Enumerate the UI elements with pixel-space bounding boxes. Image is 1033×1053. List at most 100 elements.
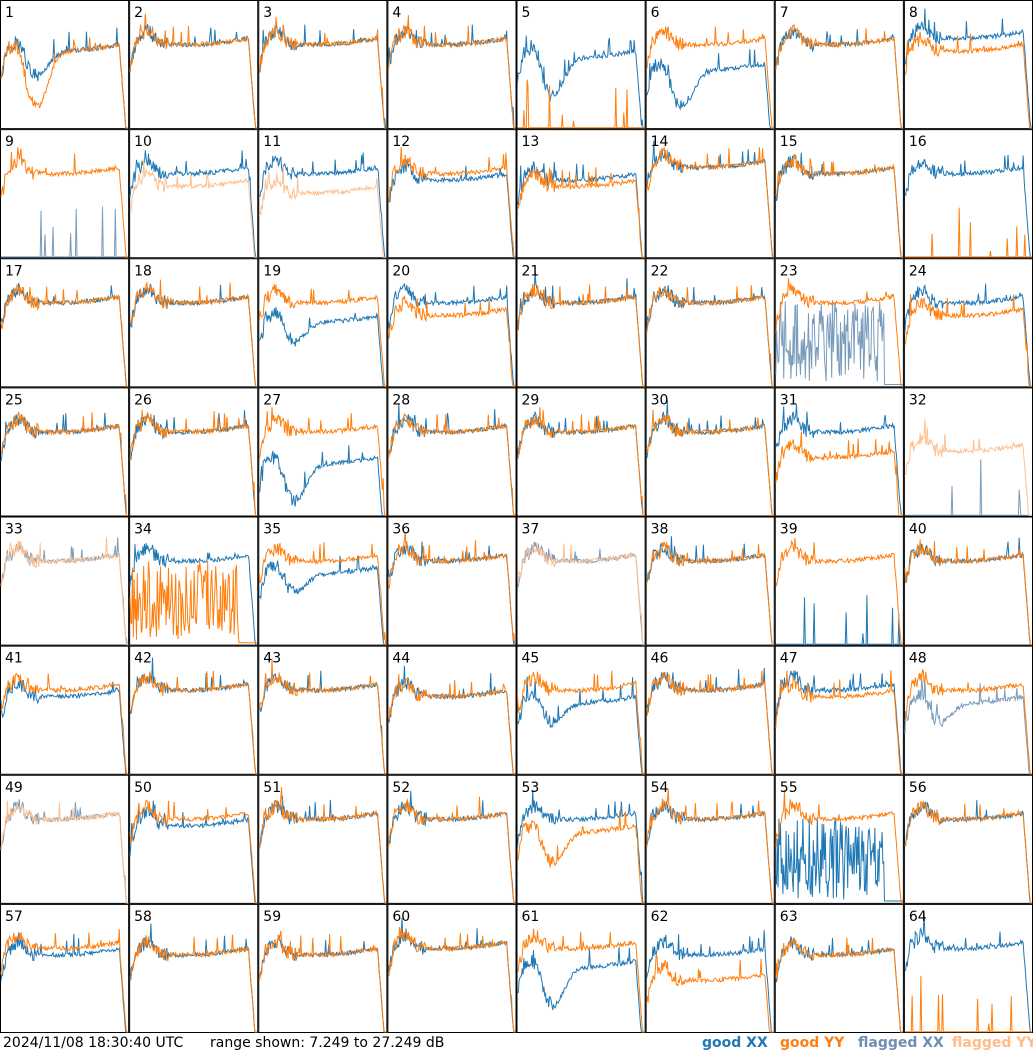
panel-33-xx-line	[0, 537, 129, 646]
panel-16-xx-line	[904, 154, 1032, 258]
panel-frame	[129, 129, 259, 259]
panel-label: 43	[263, 651, 281, 667]
panel-label: 62	[651, 909, 669, 925]
panel-8-yy-line	[904, 31, 1032, 129]
panel-frame	[0, 387, 130, 517]
panel-34-yy-line	[129, 561, 258, 644]
panel-54-yy-line	[646, 788, 774, 904]
panel-label: 22	[651, 263, 669, 279]
panel-frame	[516, 903, 646, 1033]
panel-21: 21	[516, 258, 646, 388]
panel-label: 30	[651, 392, 669, 408]
panel-14: 14	[645, 129, 775, 259]
panel-29-yy-line	[517, 407, 645, 516]
panel-48-yy-line	[904, 668, 1032, 775]
panel-21-yy-line	[517, 283, 645, 387]
panel-36: 36	[387, 516, 517, 646]
panel-frame	[516, 645, 646, 775]
panel-label: 26	[134, 392, 152, 408]
panel-16: 16	[903, 129, 1033, 259]
panel-1-xx-line	[0, 27, 129, 129]
panel-57-xx-line	[0, 932, 129, 1033]
panel-frame	[774, 258, 904, 388]
panel-label: 21	[522, 263, 540, 279]
panel-41: 41	[0, 645, 130, 775]
panel-27: 27	[258, 387, 388, 517]
panel-50-xx-line	[129, 800, 258, 904]
panel-label: 16	[909, 134, 927, 150]
panel-62-yy-line	[646, 953, 774, 1033]
panel-frame	[645, 129, 775, 259]
panel-46: 46	[645, 645, 775, 775]
panel-12: 12	[387, 129, 517, 259]
panel-frame	[645, 0, 775, 130]
panel-61: 61	[516, 903, 646, 1033]
panel-37: 37	[516, 516, 646, 646]
panel-label: 56	[909, 780, 927, 796]
panel-label: 12	[392, 134, 410, 150]
panel-55-yy-line	[775, 789, 903, 904]
panel-37-yy-line	[517, 542, 645, 646]
panel-frame	[516, 516, 646, 646]
panel-43-yy-line	[258, 658, 387, 775]
panel-17-yy-line	[0, 283, 129, 387]
panel-frame	[0, 774, 130, 904]
panel-46-yy-line	[646, 670, 774, 775]
panel-1: 1	[0, 0, 130, 130]
panel-17: 17	[0, 258, 130, 388]
panel-36-yy-line	[387, 531, 516, 646]
panel-19: 19	[258, 258, 388, 388]
panel-33: 33	[0, 516, 130, 646]
panel-frame	[258, 0, 388, 130]
panel-4-yy-line	[387, 15, 516, 129]
panel-31-yy-line	[775, 431, 903, 516]
panel-frame	[129, 387, 259, 517]
panel-24: 24	[903, 258, 1033, 388]
panel-56: 56	[903, 774, 1033, 904]
panel-38-yy-line	[646, 541, 774, 646]
panel-39-yy-line	[775, 537, 903, 646]
panel-49-xx-line	[0, 799, 129, 904]
panel-30: 30	[645, 387, 775, 517]
panel-label: 11	[263, 134, 281, 150]
panel-label: 24	[909, 263, 927, 279]
panel-42-yy-line	[129, 670, 258, 775]
panel-53-yy-line	[517, 810, 645, 904]
panel-frame	[0, 0, 130, 130]
panel-52-yy-line	[387, 796, 516, 904]
panel-19-yy-line	[258, 284, 387, 387]
panel-51-yy-line	[258, 787, 387, 904]
panel-label: 25	[5, 392, 23, 408]
panel-20-yy-line	[387, 295, 516, 387]
panel-label: 49	[5, 780, 23, 796]
panel-frame	[516, 129, 646, 259]
panel-28: 28	[387, 387, 517, 517]
panel-frame	[645, 645, 775, 775]
panel-label: 19	[263, 263, 281, 279]
panel-23-xx-line	[775, 300, 903, 385]
panel-frame	[129, 774, 259, 904]
panel-label: 27	[263, 392, 281, 408]
panel-57: 57	[0, 903, 130, 1033]
panel-label: 9	[5, 134, 14, 150]
panel-45: 45	[516, 645, 646, 775]
panel-9-yy-line	[0, 147, 129, 258]
panel-45-yy-line	[517, 670, 645, 775]
panel-8: 8	[903, 0, 1033, 130]
panel-62-xx-line	[646, 930, 774, 1033]
panel-33-yy-line	[0, 537, 129, 646]
panel-25-xx-line	[0, 412, 129, 516]
panel-52-xx-line	[387, 790, 516, 904]
timestamp: 2024/11/08 18:30:40 UTC	[3, 1035, 184, 1051]
panel-frame	[258, 258, 388, 388]
panel-label: 47	[780, 651, 798, 667]
panel-7-yy-line	[775, 23, 903, 129]
panel-24-xx-line	[904, 283, 1032, 387]
panel-3-xx-line	[259, 24, 387, 129]
panel-frame	[387, 0, 517, 130]
panel-21-xx-line	[517, 270, 645, 387]
panel-32-yy-line	[904, 418, 1032, 516]
panel-13: 13	[516, 129, 646, 259]
panel-12-xx-line	[387, 159, 516, 258]
panel-40-yy-line	[904, 539, 1032, 646]
